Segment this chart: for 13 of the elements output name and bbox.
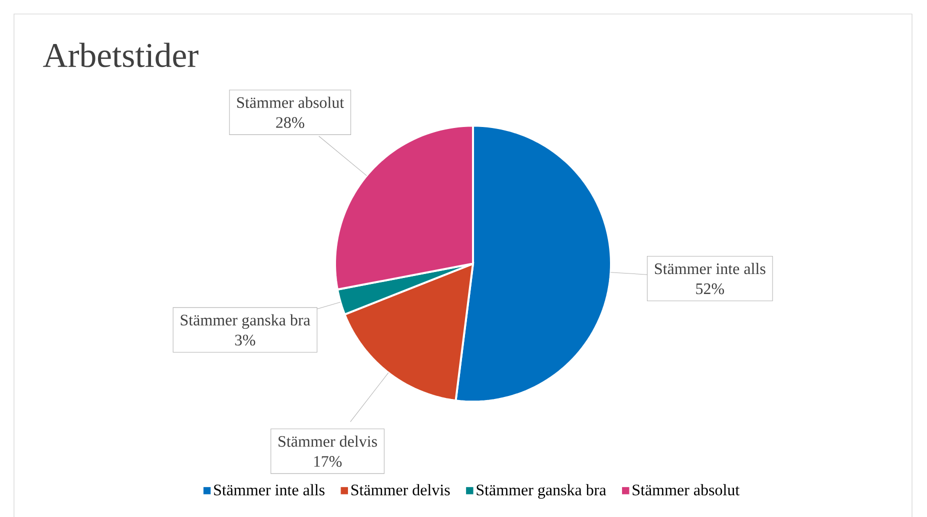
slice-label: Stämmer delvis (278, 436, 377, 447)
data-label: 52% (696, 283, 724, 294)
slice-label: Stämmer absolut (237, 96, 344, 108)
data-label: 3% (235, 334, 256, 346)
chart-title: Arbetstider (43, 42, 198, 68)
data-label: 17% (314, 456, 342, 467)
legend-label: Stämmer delvis (351, 484, 450, 496)
legend-label: Stämmer absolut (632, 484, 740, 496)
legend-label: Stämmer ganska bra (476, 484, 606, 499)
data-label: 28% (276, 117, 304, 128)
legend-label: Stämmer inte alls (214, 484, 324, 496)
slice-label: Stämmer inte alls (654, 262, 766, 274)
slice-label: Stämmer ganska bra (180, 314, 310, 329)
